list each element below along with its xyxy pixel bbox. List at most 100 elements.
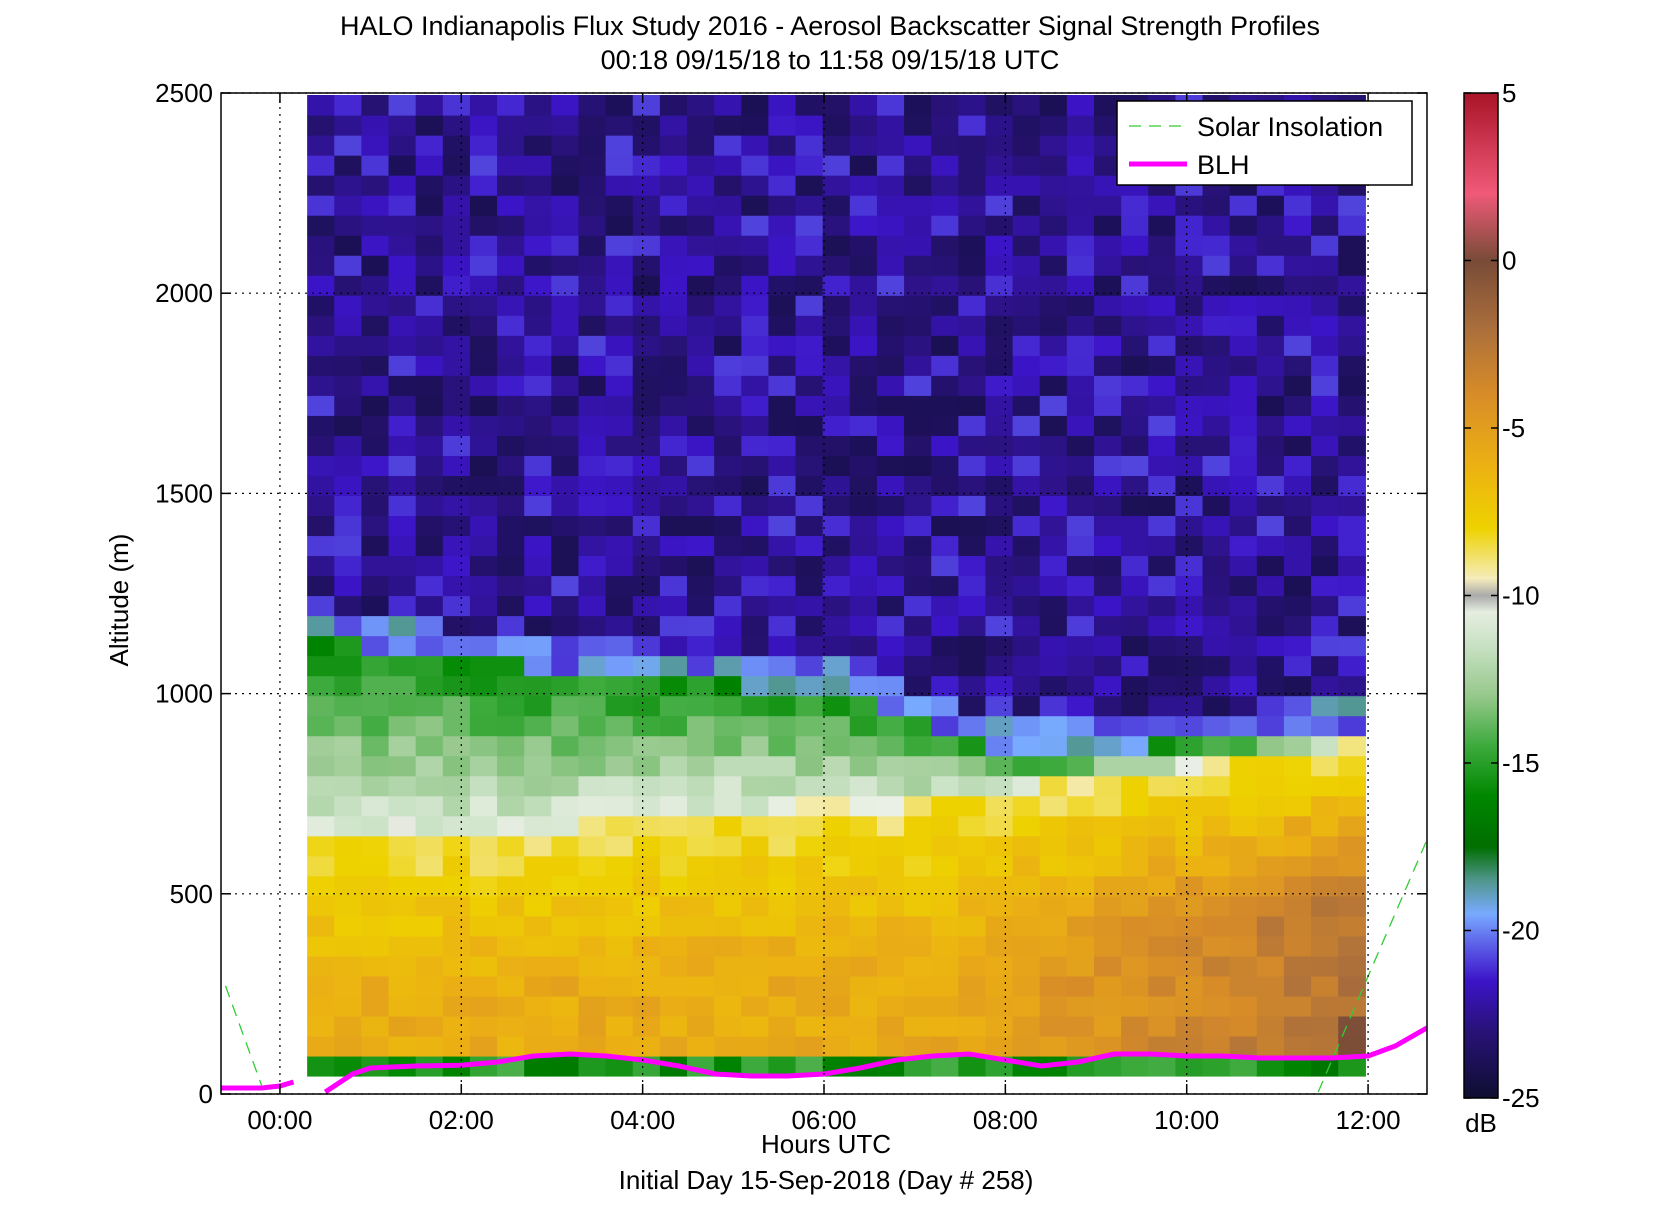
heatmap-cell bbox=[469, 715, 498, 737]
heatmap-cell bbox=[307, 195, 335, 216]
heatmap-cell bbox=[714, 755, 742, 777]
x-tick-label: 08:00 bbox=[973, 1105, 1038, 1135]
heatmap-cell bbox=[822, 755, 851, 777]
heatmap-cell bbox=[1202, 495, 1231, 517]
heatmap-cell bbox=[361, 1035, 390, 1057]
heatmap-cell bbox=[307, 95, 335, 116]
heatmap-cell bbox=[659, 495, 688, 517]
heatmap-cell bbox=[1012, 95, 1041, 116]
heatmap-cell bbox=[1175, 955, 1204, 977]
heatmap-cell bbox=[958, 215, 987, 236]
heatmap-cell bbox=[1229, 375, 1258, 396]
heatmap-cell bbox=[524, 895, 552, 917]
heatmap-cell bbox=[524, 315, 552, 336]
heatmap-cell bbox=[469, 955, 498, 977]
heatmap-cell bbox=[1338, 715, 1366, 737]
heatmap-cell bbox=[551, 475, 580, 497]
heatmap-cell bbox=[768, 755, 797, 777]
heatmap-cell bbox=[1202, 815, 1231, 837]
heatmap-cell bbox=[1283, 1015, 1312, 1037]
heatmap-cell bbox=[524, 575, 552, 597]
heatmap-cell bbox=[795, 415, 824, 436]
heatmap-cell bbox=[1202, 415, 1231, 436]
heatmap-cell bbox=[822, 695, 851, 717]
heatmap-cell bbox=[1121, 535, 1149, 557]
heatmap-cell bbox=[931, 735, 959, 757]
heatmap-cell bbox=[1012, 775, 1041, 797]
heatmap-cell bbox=[1338, 615, 1366, 637]
heatmap-cell bbox=[659, 195, 688, 216]
heatmap-cell bbox=[469, 415, 498, 436]
heatmap-cell bbox=[1338, 275, 1366, 296]
heatmap-cell bbox=[632, 735, 661, 757]
heatmap-cell bbox=[985, 815, 1014, 837]
heatmap-cell bbox=[497, 875, 525, 897]
heatmap-cell bbox=[524, 275, 552, 296]
heatmap-cell bbox=[849, 395, 878, 416]
heatmap-cell bbox=[1039, 1035, 1068, 1057]
heatmap-cell bbox=[334, 155, 363, 176]
heatmap-cell bbox=[714, 315, 742, 336]
heatmap-cell bbox=[931, 755, 959, 777]
heatmap-cell bbox=[1175, 415, 1204, 436]
heatmap-cell bbox=[334, 395, 363, 416]
heatmap-cell bbox=[1148, 635, 1177, 657]
heatmap-cell bbox=[714, 975, 742, 997]
colorbar-tick-label: -5 bbox=[1502, 413, 1525, 443]
heatmap-cell bbox=[1202, 675, 1231, 697]
heatmap-cell bbox=[632, 375, 661, 396]
heatmap-cell bbox=[551, 335, 580, 356]
heatmap-cell bbox=[1175, 215, 1204, 236]
heatmap-cell bbox=[1338, 255, 1366, 276]
heatmap-cell bbox=[334, 895, 363, 917]
heatmap-cell bbox=[578, 115, 607, 136]
heatmap-cell bbox=[307, 855, 335, 877]
heatmap-cell bbox=[551, 195, 580, 216]
heatmap-cell bbox=[1094, 655, 1122, 677]
heatmap-cell bbox=[659, 635, 688, 657]
heatmap-cell bbox=[1256, 1035, 1285, 1057]
heatmap-cell bbox=[1121, 355, 1149, 376]
heatmap-cell bbox=[551, 635, 580, 657]
heatmap-cell bbox=[578, 595, 607, 617]
heatmap-cell bbox=[442, 115, 471, 136]
heatmap-cell bbox=[1148, 935, 1177, 957]
heatmap-cell bbox=[1229, 695, 1258, 717]
heatmap-cell bbox=[795, 615, 824, 637]
heatmap-cell bbox=[714, 235, 742, 256]
heatmap-cell bbox=[1094, 155, 1122, 176]
heatmap-cell bbox=[605, 115, 634, 136]
heatmap-cell bbox=[1311, 315, 1339, 336]
heatmap-cell bbox=[578, 535, 607, 557]
heatmap-cell bbox=[958, 775, 987, 797]
heatmap-cell bbox=[388, 895, 417, 917]
heatmap-cell bbox=[1121, 555, 1149, 577]
heatmap-cell bbox=[388, 695, 417, 717]
heatmap-cell bbox=[1066, 875, 1095, 897]
heatmap-cell bbox=[795, 715, 824, 737]
heatmap-cell bbox=[768, 835, 797, 857]
x-tick-label: 06:00 bbox=[791, 1105, 856, 1135]
heatmap-cell bbox=[524, 675, 552, 697]
heatmap-cell bbox=[958, 695, 987, 717]
heatmap-cell bbox=[497, 615, 525, 637]
heatmap-cell bbox=[334, 715, 363, 737]
heatmap-cell bbox=[1066, 655, 1095, 677]
heatmap-cell bbox=[361, 275, 390, 296]
heatmap-cell bbox=[388, 135, 417, 156]
heatmap-cell bbox=[524, 595, 552, 617]
heatmap-cell bbox=[1175, 355, 1204, 376]
heatmap-cell bbox=[578, 275, 607, 296]
heatmap-cell bbox=[931, 315, 959, 336]
heatmap-cell bbox=[1012, 595, 1041, 617]
heatmap-cell bbox=[1283, 215, 1312, 236]
heatmap-cell bbox=[632, 175, 661, 196]
heatmap-cell bbox=[687, 475, 715, 497]
heatmap-cell bbox=[524, 175, 552, 196]
heatmap-cell bbox=[442, 135, 471, 156]
heatmap-cell bbox=[849, 895, 878, 917]
heatmap-cell bbox=[307, 575, 335, 597]
colorbar-unit: dB bbox=[1465, 1108, 1497, 1138]
heatmap-cell bbox=[1175, 515, 1204, 537]
heatmap-cell bbox=[1066, 95, 1095, 116]
